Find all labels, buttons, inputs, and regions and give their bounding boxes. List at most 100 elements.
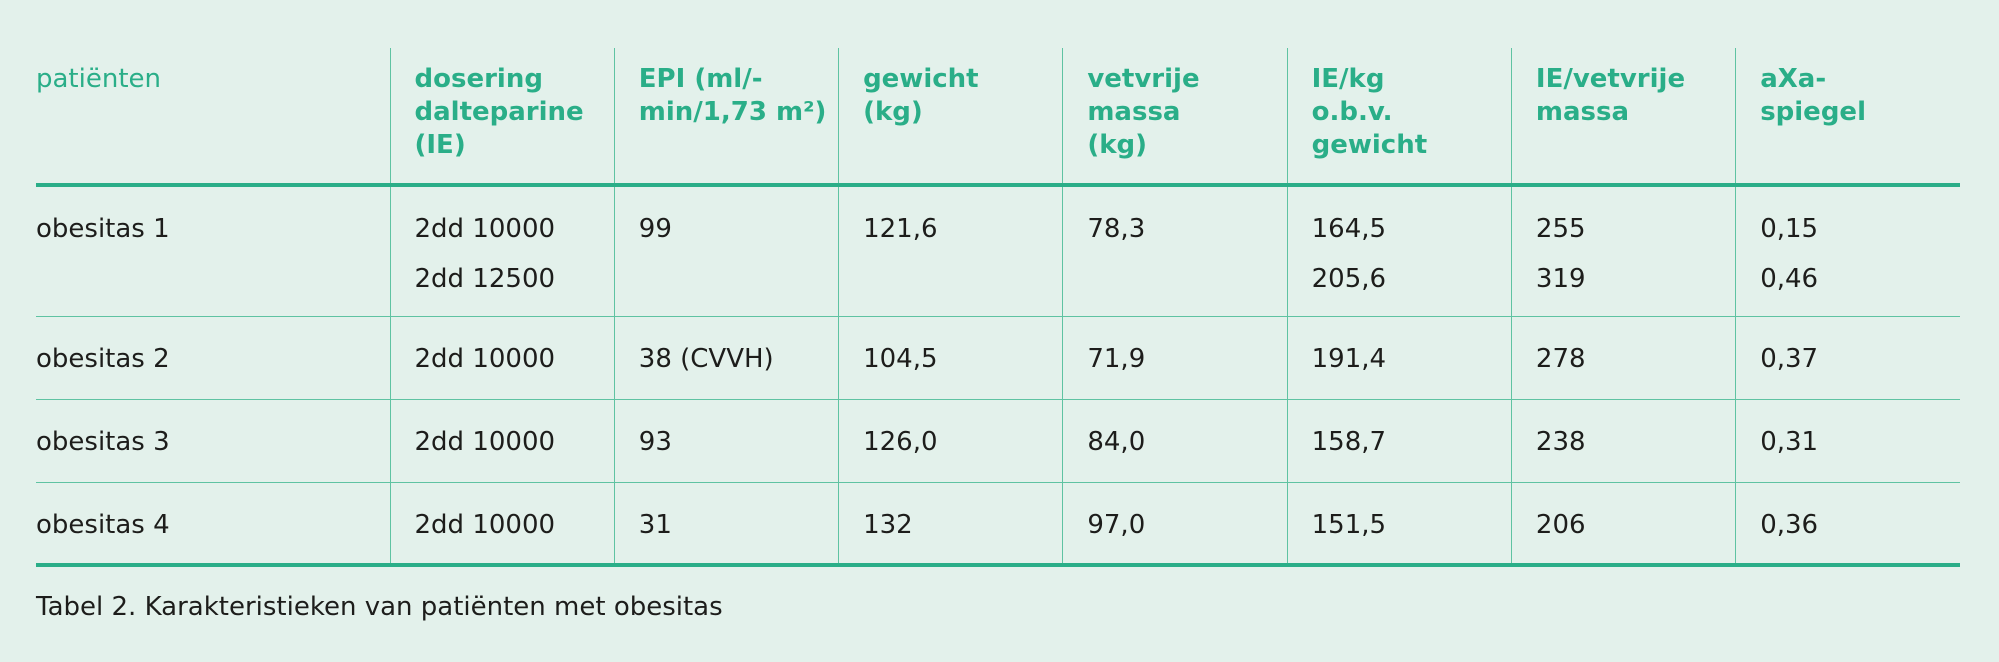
table-cell: 191,4 xyxy=(1286,315,1512,399)
cell-line: 126,0 xyxy=(863,426,938,457)
cell-line: obesitas 4 xyxy=(36,509,170,540)
header-cell: EPI (ml/- min/1,73 m²) xyxy=(613,48,839,187)
cell-line: 2dd 12500 xyxy=(414,264,556,294)
cell-line: min/1,73 m²) xyxy=(638,97,827,127)
cell-line: massa xyxy=(1535,97,1630,127)
cell-line: 31 xyxy=(638,509,672,540)
cell-line: 0,46 xyxy=(1760,264,1819,294)
cell-line: 206 xyxy=(1535,509,1586,540)
table-cell: obesitas 3 xyxy=(36,398,390,482)
table-cell: 0,31 xyxy=(1735,398,1960,482)
table-cell: 104,5 xyxy=(838,315,1063,399)
cell-line: 238 xyxy=(1535,426,1586,457)
table-cell: 0,37 xyxy=(1735,315,1960,399)
table-row: obesitas 1 2dd 10000 2dd 12500 99 121,6 78,3 1… xyxy=(36,185,1960,316)
cell-line: 2dd 10000 xyxy=(414,343,556,374)
table-cell: 99 xyxy=(613,185,839,316)
cell-line: spiegel xyxy=(1760,97,1866,127)
header-cell: patiënten xyxy=(36,48,390,187)
caption: Tabel 2. Karakteristieken van patiënten … xyxy=(36,592,723,622)
cell-line: 2dd 10000 xyxy=(414,509,556,540)
header-cell: IE/kg o.b.v. gewicht xyxy=(1286,48,1512,187)
cell-line: 0,15 xyxy=(1760,214,1819,244)
header-cell: gewicht (kg) xyxy=(838,48,1063,187)
cell-line: (IE) xyxy=(414,130,466,160)
table-row: obesitas 2 2dd 10000 38 (CVVH) 104,5 71,9 191… xyxy=(36,315,1960,399)
table-cell: 126,0 xyxy=(838,398,1063,482)
cell-line: o.b.v. xyxy=(1311,97,1393,127)
cell-line: 78,3 xyxy=(1087,214,1146,244)
cell-line: 278 xyxy=(1535,343,1586,374)
table-cell: 206 xyxy=(1510,481,1736,567)
cell-line: 121,6 xyxy=(863,214,938,244)
cell-line: 99 xyxy=(638,214,672,244)
header-row: patiënten dosering dalteparine (IE) EPI (ml/… xyxy=(36,48,1960,187)
header-cell: IE/vetvrije massa xyxy=(1510,48,1736,187)
cell-line: 164,5 xyxy=(1311,214,1387,244)
cell-line: obesitas 2 xyxy=(36,343,170,374)
cell-line: 0,36 xyxy=(1760,509,1819,540)
cell-line: 71,9 xyxy=(1087,343,1146,374)
header-cell: vetvrije massa (kg) xyxy=(1062,48,1288,187)
cell-line: 97,0 xyxy=(1087,509,1146,540)
cell-line: 93 xyxy=(638,426,672,457)
table-row: obesitas 3 2dd 10000 93 126,0 84,0 158,7 238 0,… xyxy=(36,398,1960,482)
cell-line: 205,6 xyxy=(1311,264,1387,294)
cell-line: vetvrije xyxy=(1087,64,1200,94)
table-cell: 132 xyxy=(838,481,1063,567)
table-cell: 2dd 10000 xyxy=(389,315,615,399)
table-cell: 2dd 10000 xyxy=(389,481,615,567)
table-cell: 151,5 xyxy=(1286,481,1512,567)
cell-line: 2dd 10000 xyxy=(414,214,556,244)
cell-line: massa xyxy=(1087,97,1181,127)
table-cell: 164,5 205,6 xyxy=(1286,185,1512,316)
cell-line: patiënten xyxy=(36,64,161,94)
cell-line: 104,5 xyxy=(863,343,938,374)
cell-line: dosering xyxy=(414,64,543,94)
table-cell: 278 xyxy=(1510,315,1736,399)
table-cell: obesitas 2 xyxy=(36,315,390,399)
table-cell: 31 xyxy=(613,481,839,567)
table-cell: obesitas 4 xyxy=(36,481,390,567)
cell-line: aXa- xyxy=(1760,64,1827,94)
cell-line: 319 xyxy=(1535,264,1586,294)
cell-line: EPI (ml/- xyxy=(638,64,763,94)
table-cell: 255 319 xyxy=(1510,185,1736,316)
cell-line: 2dd 10000 xyxy=(414,426,556,457)
table-cell: 0,36 xyxy=(1735,481,1960,567)
table-cell: 71,9 xyxy=(1062,315,1288,399)
table-cell: 38 (CVVH) xyxy=(613,315,839,399)
table-cell: 97,0 xyxy=(1062,481,1288,567)
cell-line: obesitas 1 xyxy=(36,214,170,244)
cell-line: IE/vetvrije xyxy=(1535,64,1686,94)
cell-line: dalteparine xyxy=(414,97,584,127)
cell-line: (kg) xyxy=(863,97,923,127)
table-cell: obesitas 1 xyxy=(36,185,390,316)
data-table: patiënten dosering dalteparine (IE) EPI (ml/… xyxy=(36,48,1960,567)
cell-line: 255 xyxy=(1535,214,1586,244)
table-cell: 2dd 10000 2dd 12500 xyxy=(389,185,615,316)
cell-line: 84,0 xyxy=(1087,426,1146,457)
table-cell: 93 xyxy=(613,398,839,482)
header-cell: aXa-spiegel xyxy=(1735,48,1960,187)
cell-line: 0,31 xyxy=(1760,426,1819,457)
cell-line: 158,7 xyxy=(1311,426,1387,457)
cell-line: (kg) xyxy=(1087,130,1148,160)
table-cell: 0,15 0,46 xyxy=(1735,185,1960,316)
cell-line: 38 (CVVH) xyxy=(638,343,774,374)
cell-line: 151,5 xyxy=(1311,509,1387,540)
table-cell: 238 xyxy=(1510,398,1736,482)
cell-line: obesitas 3 xyxy=(36,426,170,457)
cell-line: 132 xyxy=(863,509,913,540)
cell-line: 191,4 xyxy=(1311,343,1387,374)
cell-line: gewicht xyxy=(1311,130,1428,160)
table-cell: 121,6 xyxy=(838,185,1063,316)
table-body: obesitas 1 2dd 10000 2dd 12500 99 121,6 78,3 1… xyxy=(36,185,1960,567)
table-cell: 158,7 xyxy=(1286,398,1512,482)
cell-line: 0,37 xyxy=(1760,343,1819,374)
cell-line: gewicht xyxy=(863,64,979,94)
table-cell: 2dd 10000 xyxy=(389,398,615,482)
table-cell: 78,3 xyxy=(1062,185,1288,316)
table-cell: 84,0 xyxy=(1062,398,1288,482)
